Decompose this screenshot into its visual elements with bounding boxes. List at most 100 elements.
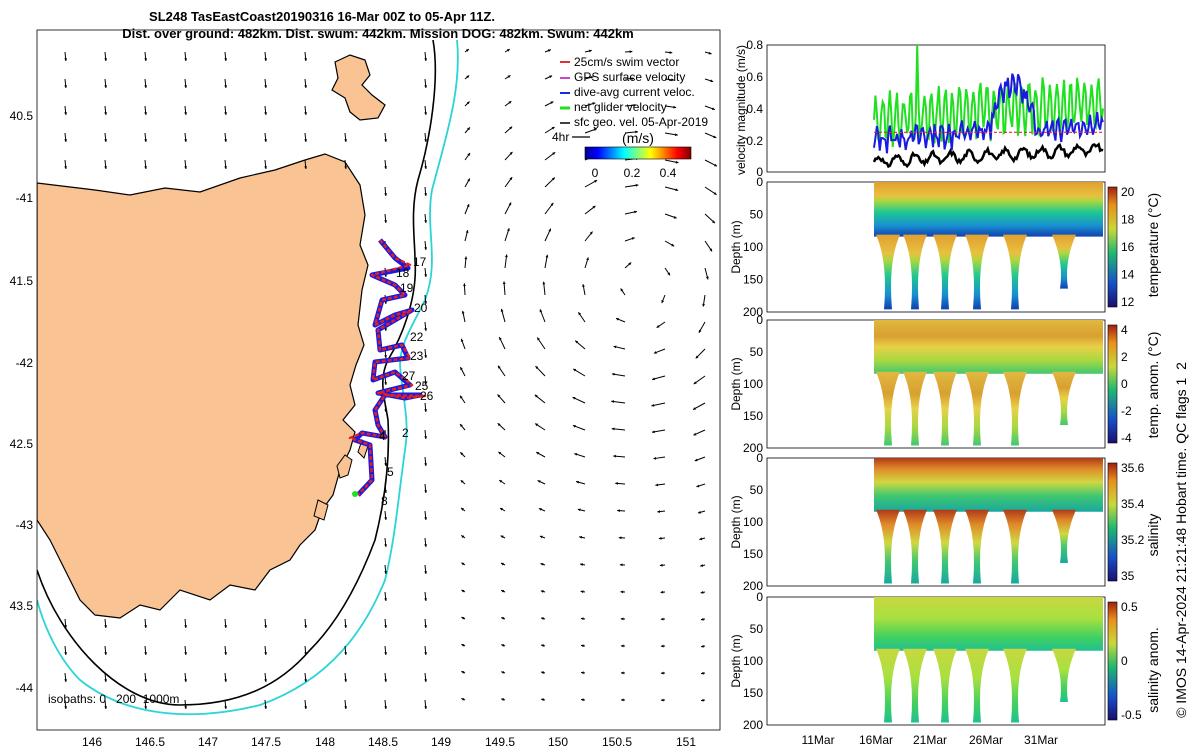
velocity-arrowhead — [304, 706, 308, 709]
time-x-tick: 26Mar — [969, 733, 1003, 747]
velocity-arrowhead — [424, 409, 428, 412]
velocity-arrowhead — [615, 482, 618, 485]
colorbar-tick: 0 — [592, 166, 599, 180]
velocity-arrowhead — [671, 243, 675, 247]
velocity-arrowhead — [545, 254, 549, 258]
velocity-arrowhead — [698, 510, 701, 514]
velocity-arrowhead — [611, 372, 615, 376]
map-x-tick: 146 — [82, 735, 102, 749]
velocity-arrowhead — [424, 463, 428, 466]
depth-tick: 200 — [743, 718, 763, 732]
colorbar-tick-label: 0 — [1121, 654, 1128, 668]
velocity-arrowhead — [384, 382, 388, 385]
map-y-tick: -42 — [16, 356, 34, 370]
velocity-arrowhead — [497, 423, 501, 427]
velocity-arrowhead — [582, 284, 585, 288]
velocity-arrowhead — [144, 652, 148, 655]
velocity-arrowhead — [579, 535, 583, 539]
map-frame — [36, 29, 721, 731]
velocity-arrowhead — [702, 303, 706, 307]
section-dive-column — [1052, 648, 1076, 702]
velocity-arrowhead — [589, 231, 593, 235]
velocity-arrowhead — [693, 407, 697, 410]
time-x-tick: 16Mar — [859, 733, 893, 747]
velocity-y-tick: 0.8 — [746, 38, 763, 52]
map-y-tick: 40.5 — [10, 109, 34, 123]
colorbar-title: (m/s) — [622, 130, 654, 146]
section-dive-column — [1003, 509, 1027, 584]
velocity-arrowhead — [586, 257, 589, 261]
velocity-arrowhead — [631, 77, 635, 80]
velocity-arrowhead — [501, 671, 505, 674]
velocity-arrowhead — [264, 625, 268, 628]
section-dive-column — [1052, 371, 1076, 425]
velocity-arrowhead — [424, 490, 428, 493]
velocity-arrowhead — [64, 679, 68, 682]
section-dive-column — [933, 371, 957, 446]
waypoint-label: 23 — [410, 349, 424, 363]
velocity-arrowhead — [713, 135, 717, 139]
velocity-arrowhead — [653, 456, 657, 460]
velocity-arrowhead — [465, 49, 469, 52]
colorbar-tick: 0.2 — [624, 166, 641, 180]
velocity-arrowhead — [539, 309, 543, 313]
velocity-arrowhead — [572, 396, 576, 400]
velocity-arrowhead — [711, 107, 715, 111]
velocity-arrowhead — [104, 706, 108, 709]
velocity-arrowhead — [460, 338, 464, 342]
legend-swim-vector: 25cm/s swim vector — [574, 55, 679, 69]
velocity-arrowhead — [620, 288, 624, 292]
section-dive-column — [903, 371, 927, 446]
map-panel: 17 18 19 20 22 23 27 25 26 4 2 5 8 25cm/… — [10, 29, 721, 749]
velocity-arrowhead — [499, 480, 503, 483]
velocity-y-tick: 0.2 — [746, 134, 763, 148]
depth-axis-label: Depth (m) — [729, 220, 743, 273]
legend-gps-velocity: GPS surface velocity — [574, 70, 685, 84]
velocity-arrowhead — [64, 139, 68, 142]
velocity-arrowhead — [384, 409, 388, 412]
section-dive-column — [1052, 234, 1076, 289]
map-x-tick: 146.5 — [135, 735, 165, 749]
velocity-arrowhead — [460, 395, 463, 399]
map-x-tick: 147.5 — [251, 735, 281, 749]
colorbar — [584, 146, 692, 160]
velocity-arrowhead — [594, 180, 598, 183]
velocity-arrowhead — [538, 508, 542, 511]
waypoint-label: 26 — [420, 389, 434, 403]
velocity-arrowhead — [461, 644, 465, 647]
velocity-arrowhead — [661, 300, 665, 304]
depth-tick: 50 — [750, 622, 764, 636]
colorbar-tick-label: 35 — [1121, 569, 1135, 583]
velocity-arrowhead — [344, 166, 348, 169]
velocity-arrowhead — [184, 139, 188, 142]
velocity-arrowhead — [501, 644, 505, 647]
colorbar-tick-label: -2 — [1121, 404, 1132, 418]
velocity-arrowhead — [695, 355, 699, 359]
velocity-arrowhead — [304, 112, 308, 115]
velocity-arrowhead — [424, 301, 428, 304]
map-legend: 25cm/s swim vector GPS surface velocity … — [552, 55, 708, 180]
velocity-arrowhead — [344, 679, 348, 682]
isobath-label: isobaths: 0 200 1000m — [48, 692, 179, 706]
velocity-arrowhead — [384, 679, 388, 682]
velocity-arrowhead — [384, 517, 388, 520]
depth-panel-temp_anom: 0 50 100 150 200 Depth (m) 4 2 0 -2 -4 — [729, 313, 1132, 455]
velocity-arrowhead — [620, 644, 624, 648]
velocity-arrowhead — [696, 484, 700, 488]
velocity-arrowhead — [424, 274, 428, 277]
velocity-arrowhead — [224, 112, 228, 115]
surface-velocity-arrow-field — [64, 48, 718, 710]
section-dive-column — [1052, 509, 1076, 563]
velocity-arrowhead — [592, 102, 596, 105]
velocity-arrowhead — [467, 178, 470, 182]
velocity-arrowhead — [224, 166, 228, 169]
velocity-y-tick: 0.6 — [746, 70, 763, 84]
velocity-arrowhead — [304, 166, 308, 169]
velocity-arrowhead — [713, 192, 717, 195]
velocity-arrowhead — [635, 183, 639, 187]
velocity-arrowhead — [500, 508, 504, 511]
velocity-arrowhead — [384, 598, 388, 601]
velocity-arrowhead — [104, 652, 108, 655]
velocity-arrowhead — [184, 85, 188, 88]
velocity-arrowhead — [661, 698, 664, 702]
